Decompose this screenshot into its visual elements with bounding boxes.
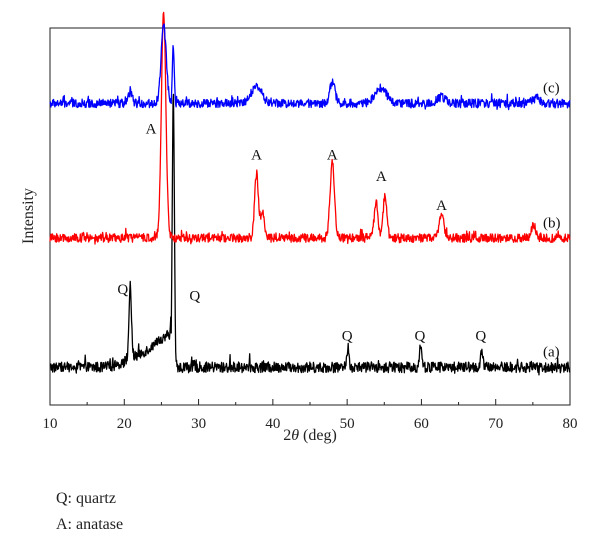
x-tick-label: 60: [414, 416, 429, 432]
peak-label: Q: [475, 328, 486, 344]
x-tick-label: 80: [563, 416, 578, 432]
peak-label: A: [146, 122, 157, 138]
peak-annotations: Q Q Q Q Q A A A A A: [117, 122, 486, 345]
series-layer: [49, 11, 571, 376]
x-tick-label: 40: [265, 416, 280, 432]
series-line-c: [49, 23, 571, 111]
trace-labels: (a) (b) (c): [543, 81, 561, 361]
x-tick-label: 50: [340, 416, 355, 432]
peak-label: Q: [415, 328, 426, 344]
series-line-b: [49, 11, 571, 245]
xrd-chart: 10 20 30 40 50 60 70 80 Q Q Q Q Q A A A A A (a) (b) (c) In…: [20, 11, 578, 444]
x-axis-ticks: 10 20 30 40 50 60 70 80: [43, 399, 578, 432]
trace-label: (a): [543, 345, 560, 361]
peak-label: Q: [342, 328, 353, 344]
peak-label: A: [376, 169, 387, 185]
peak-label: A: [436, 198, 447, 214]
x-tick-label: 30: [191, 416, 206, 432]
peak-label: A: [327, 147, 338, 163]
legend-note-quartz: Q: quartz: [56, 490, 116, 507]
x-tick-label: 70: [488, 416, 503, 432]
peak-label: Q: [117, 282, 128, 298]
legend-note-anatase: A: anatase: [56, 516, 124, 533]
x-tick-label: 10: [43, 416, 58, 432]
x-tick-label: 20: [117, 416, 132, 432]
trace-label: (c): [543, 81, 560, 97]
x-axis-title: 2θ (deg): [283, 427, 337, 444]
peak-label: Q: [189, 289, 200, 305]
trace-label: (b): [543, 215, 561, 231]
y-axis-title: Intensity: [20, 188, 37, 244]
series-line-a: [49, 93, 571, 376]
peak-label: A: [251, 147, 262, 163]
